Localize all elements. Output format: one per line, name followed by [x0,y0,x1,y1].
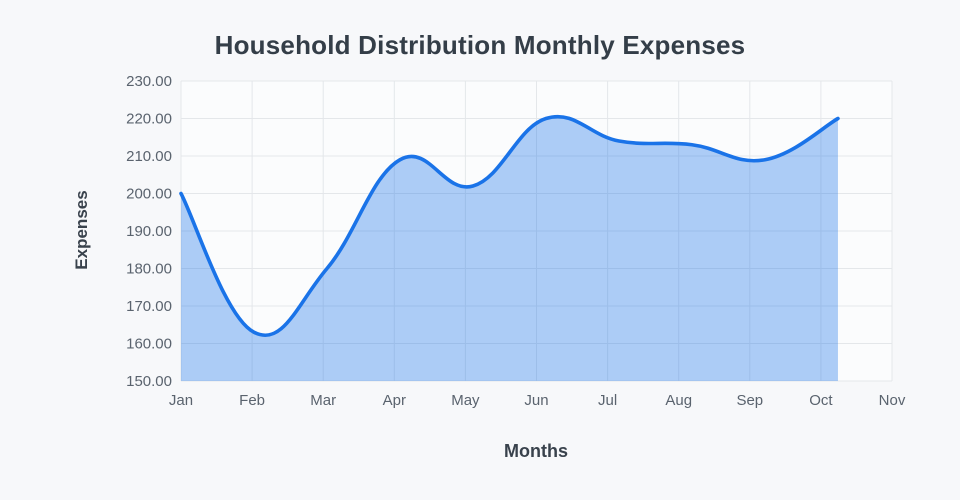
y-tick-label: 210.00 [126,148,172,165]
x-tick-label: Jun [524,392,548,409]
y-tick-label: 230.00 [126,73,172,90]
x-tick-label: Oct [809,392,833,409]
x-tick-label: Nov [879,392,906,409]
x-axis-title: Months [504,441,568,461]
area-fill [181,116,838,381]
x-tick-label: May [451,392,480,409]
x-tick-label: Mar [310,392,336,409]
line-series [179,115,840,337]
y-tick-label: 190.00 [126,223,172,240]
y-tick-label: 220.00 [126,111,172,128]
y-tick-label: 180.00 [126,261,172,278]
y-tick-label: 200.00 [126,186,172,203]
x-tick-label: Feb [239,392,265,409]
y-tick-label: 160.00 [126,336,172,353]
x-tick-label: Sep [736,392,763,409]
x-tick-label: Aug [665,392,692,409]
x-tick-label: Jul [598,392,617,409]
y-tick-label: 150.00 [126,373,172,390]
x-tick-label: Apr [383,392,406,409]
x-tick-label: Jan [169,392,193,409]
y-tick-label: 170.00 [126,298,172,315]
chart-title: Household Distribution Monthly Expenses [214,30,746,60]
